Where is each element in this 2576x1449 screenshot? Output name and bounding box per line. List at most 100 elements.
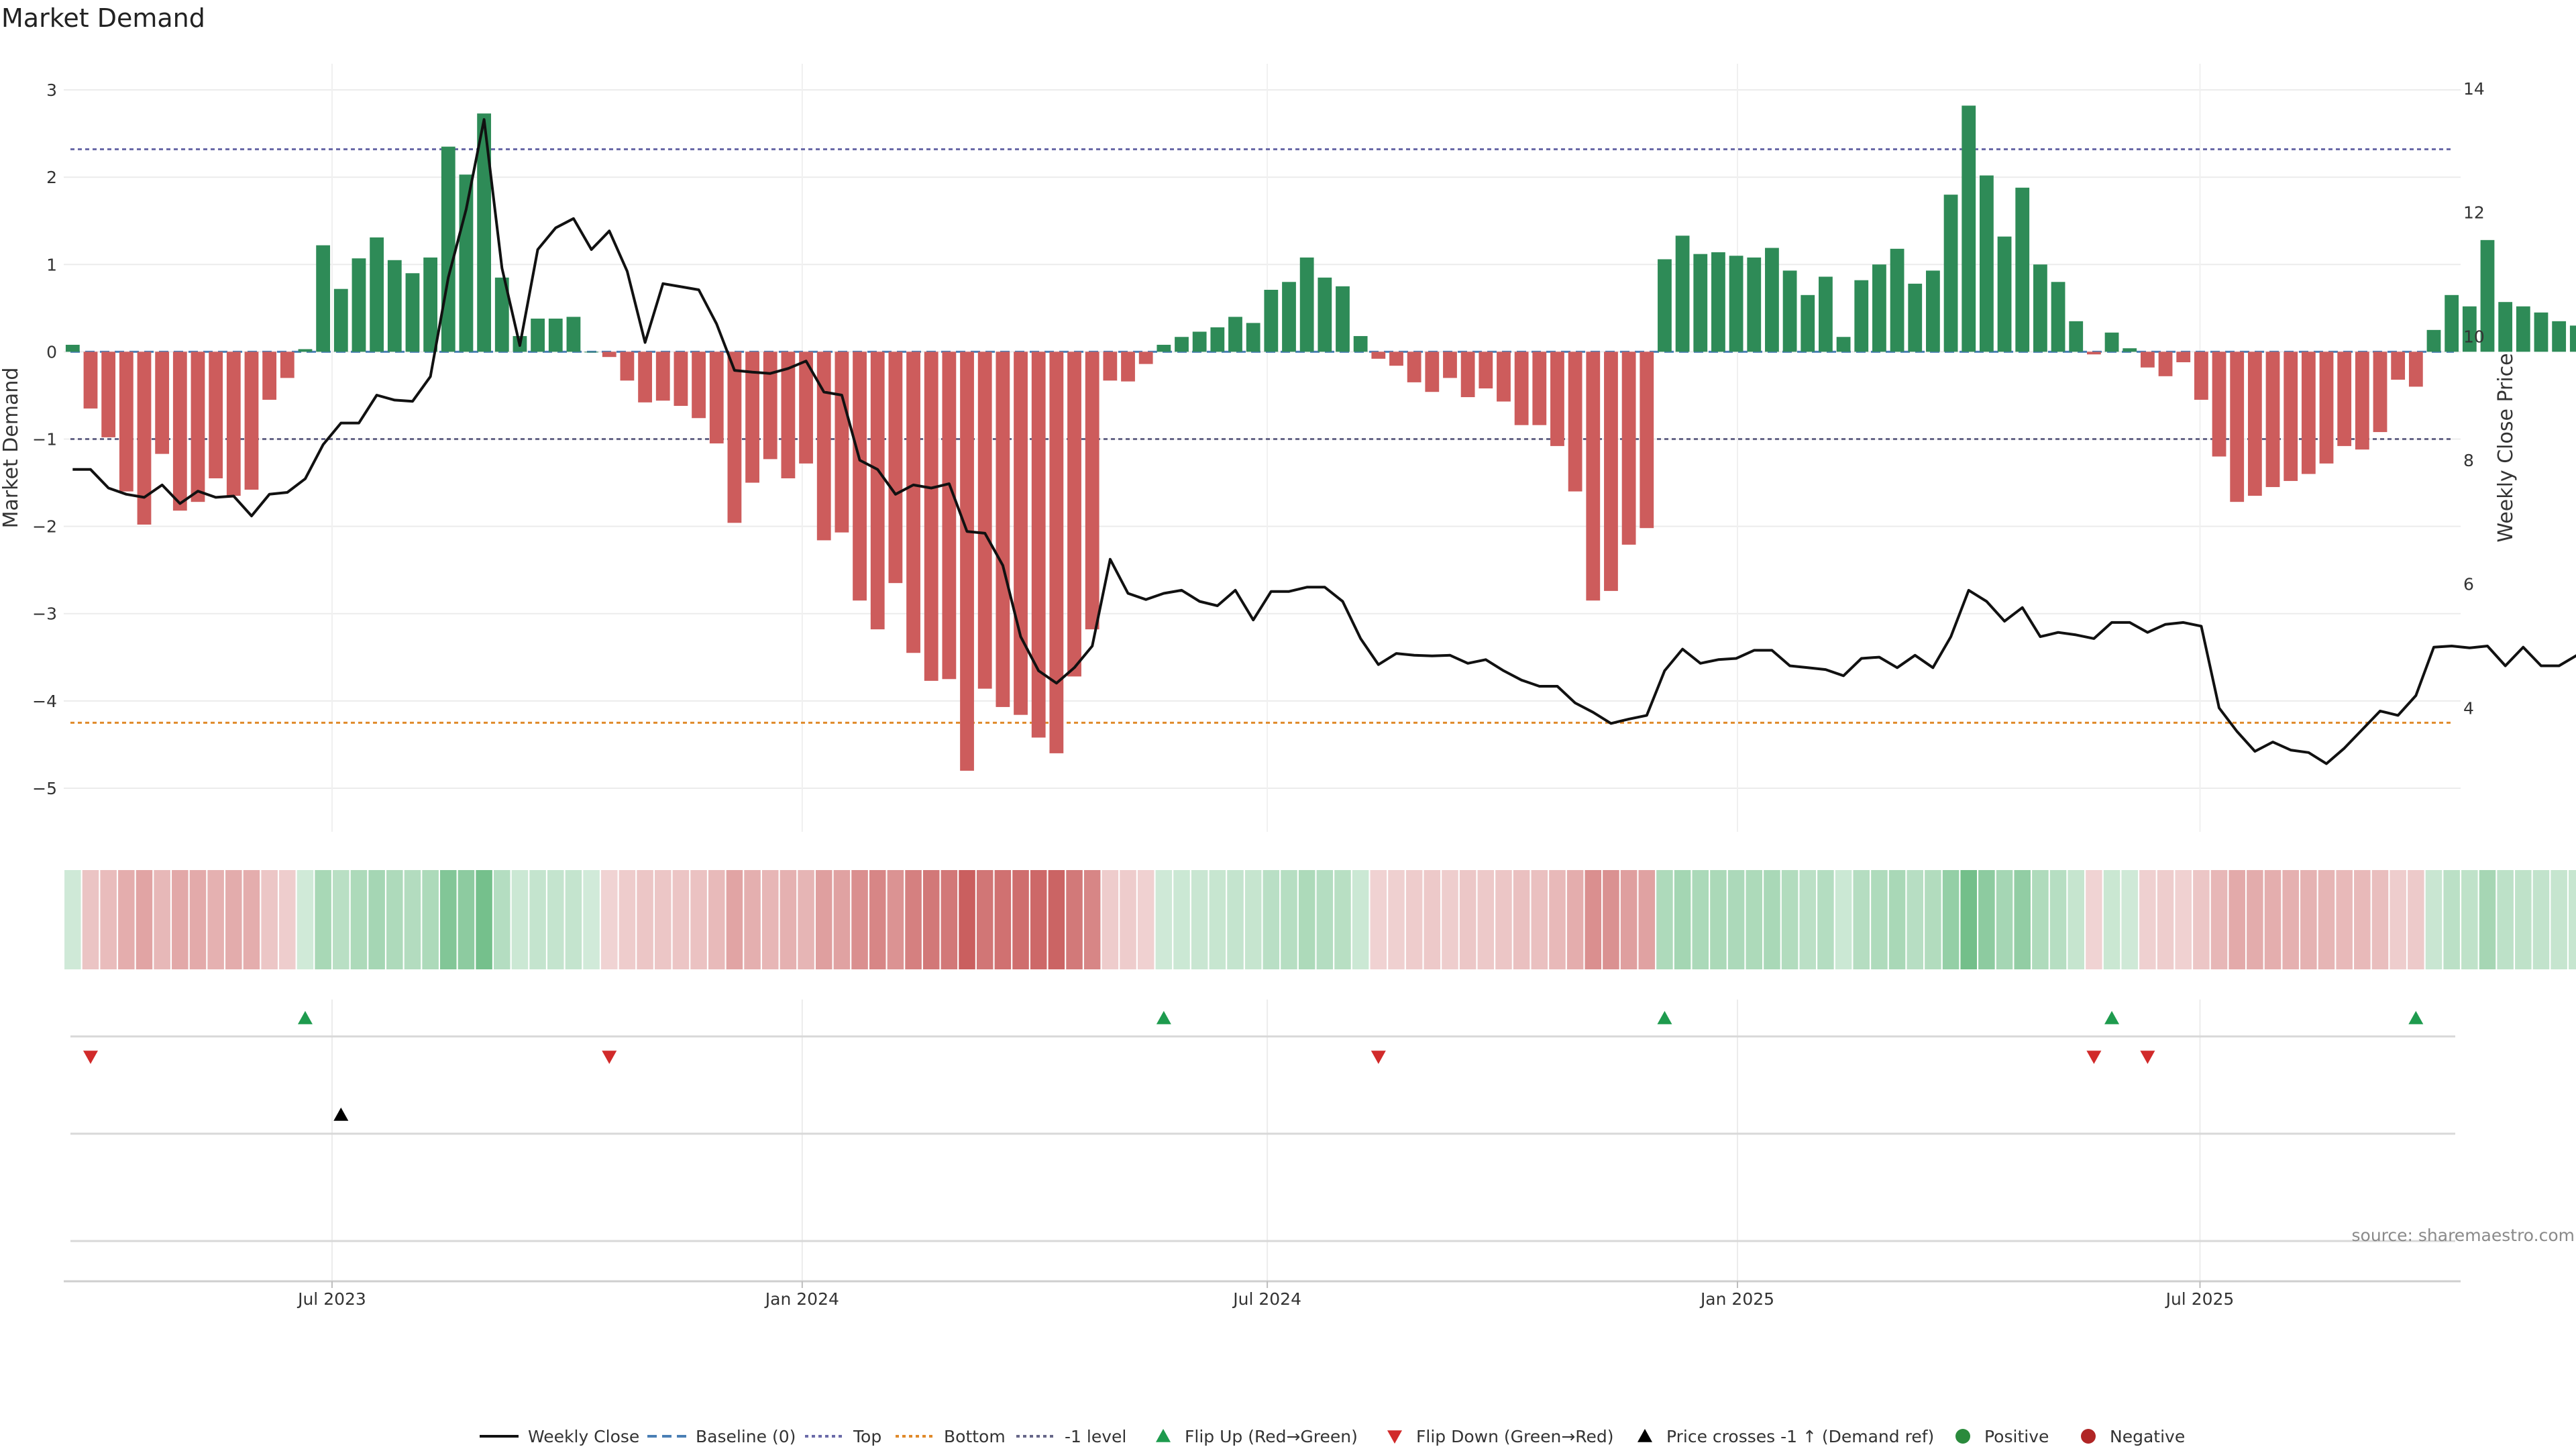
negative-demand-bar [763,352,777,460]
negative-strip-cell [118,870,135,969]
negative-demand-bar [2212,352,2226,457]
positive-strip-cell [2443,870,2460,969]
positive-strip-cell [1334,870,1351,969]
legend-label: Top [853,1427,881,1446]
negative-strip-cell [1030,870,1047,969]
positive-demand-bar [2498,302,2513,352]
negative-strip-cell [1370,870,1387,969]
positive-strip-cell [1191,870,1208,969]
positive-strip-cell [1996,870,2013,969]
x-axis-tick-label: Jul 2024 [1232,1289,1301,1309]
flip-up-marker [1156,1011,1171,1024]
positive-demand-bar [1175,337,1189,352]
legend-swatch [2081,1429,2096,1444]
y-right-tick-label: 4 [2463,698,2474,718]
positive-demand-bar [405,273,420,352]
negative-demand-bar [816,352,831,541]
negative-demand-bar [1532,352,1547,425]
flip-down-marker [2086,1051,2102,1064]
negative-strip-cell [1442,870,1458,969]
negative-demand-bar [870,352,885,630]
negative-strip-cell [1388,870,1405,969]
positive-strip-cell [1298,870,1316,969]
negative-strip-cell [2408,870,2424,969]
negative-demand-bar [2140,352,2155,368]
positive-demand-bar [2426,329,2441,352]
positive-strip-cell [2461,870,2478,969]
positive-strip-cell [1209,870,1226,969]
negative-demand-bar [2194,352,2208,400]
legend-swatch [1156,1429,1171,1442]
negative-strip-cell [2318,870,2335,969]
positive-strip-cell [1925,870,1941,969]
negative-demand-bar [209,352,223,479]
negative-demand-bar [2319,352,2334,464]
positive-demand-bar [1854,280,1869,352]
y-right-tick-label: 10 [2463,327,2485,346]
negative-strip-cell [654,870,672,969]
positive-strip-cell [1764,870,1780,969]
negative-strip-cell [708,870,725,969]
negative-demand-bar [727,352,742,523]
positive-demand-bar [1819,276,1833,352]
positive-strip-cell [529,870,546,969]
positive-strip-cell [2569,870,2576,969]
positive-demand-bar [1890,248,1904,352]
positive-strip-cell [368,870,385,969]
positive-demand-bar [1658,259,1672,352]
negative-strip-cell [815,870,833,969]
negative-strip-cell [1120,870,1136,969]
positive-strip-cell [1746,870,1763,969]
y-axis-right-ticks: 14 12 10 8 6 4 [2463,79,2485,718]
legend-label: Flip Up (Red→Green) [1185,1427,1358,1446]
legend-item: Top [805,1427,881,1446]
legend-swatch [1638,1429,1652,1442]
flip-up-marker [2104,1011,2120,1024]
negative-demand-bar [101,352,116,437]
positive-strip-cell [1888,870,1906,969]
positive-strip-cell [583,870,600,969]
positive-strip-cell [547,870,564,969]
y-left-tick-label: −5 [32,779,57,798]
flip-up-marker [1657,1011,1672,1024]
legend-item: Baseline (0) [647,1427,796,1446]
legend-item: Negative [2081,1427,2185,1446]
positive-strip-cell [2425,870,2443,969]
negative-strip-cell [833,870,851,969]
flip-down-marker [2140,1051,2155,1064]
positive-strip-cell [2103,870,2121,969]
positive-demand-bar [1997,236,2012,352]
positive-strip-cell [440,870,457,969]
positive-strip-cell [1674,870,1691,969]
positive-demand-bar [1336,286,1350,352]
positive-demand-bar [387,260,402,352]
negative-demand-bar [1103,352,1118,381]
demand-bars [65,105,2576,771]
positive-strip-cell [2515,870,2532,969]
negative-strip-cell [1549,870,1566,969]
positive-strip-cell [2014,870,2031,969]
negative-demand-bar [155,352,170,454]
negative-strip-cell [780,870,797,969]
negative-demand-bar [781,352,796,479]
negative-strip-cell [761,870,779,969]
positive-demand-bar [316,245,331,352]
negative-demand-bar [191,352,205,502]
negative-demand-bar [280,352,294,378]
negative-strip-cell [2282,870,2299,969]
negative-strip-cell [2354,870,2371,969]
positive-demand-bar [459,174,474,352]
negative-demand-bar [1425,352,1440,392]
negative-strip-cell [225,870,242,969]
negative-demand-bar [1121,352,1135,382]
legend-swatch [1387,1430,1402,1444]
negative-strip-cell [1531,870,1548,969]
legend-label: Bottom [944,1427,1006,1446]
positive-demand-bar [1962,105,1976,352]
negative-strip-cell [1102,870,1119,969]
positive-strip-cell [1978,870,1995,969]
negative-demand-bar [1497,352,1511,402]
negative-demand-bar [2284,352,2298,481]
price-cross-marker [333,1108,349,1121]
positive-strip-cell [1960,870,1978,969]
